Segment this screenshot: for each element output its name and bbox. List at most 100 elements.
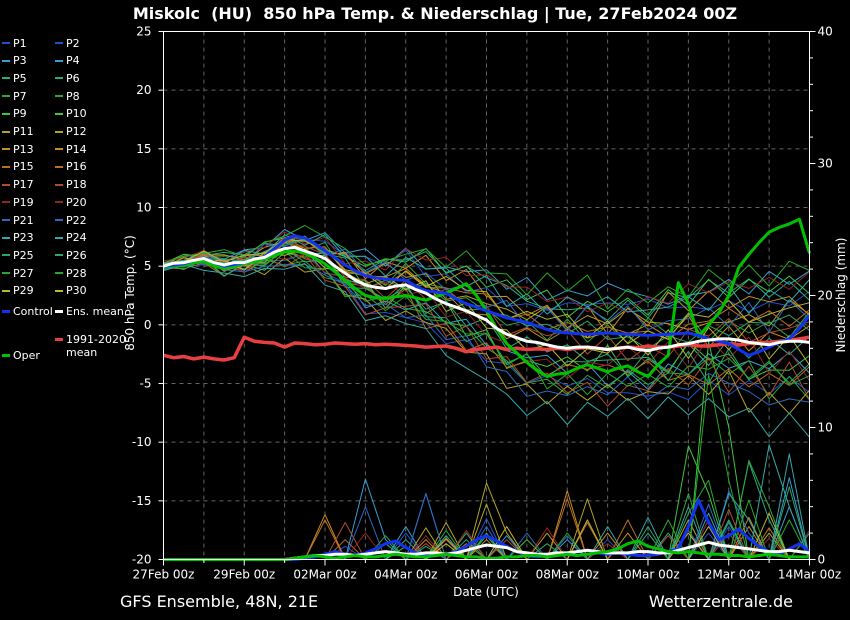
legend-item-P21: P21 (2, 214, 34, 227)
y-left-tick-label: 5 (144, 259, 152, 273)
legend-swatch (55, 183, 63, 186)
y-left-tick-label: -5 (140, 377, 152, 391)
legend-label: P11 (13, 125, 34, 138)
legend-swatch (2, 254, 10, 257)
legend-item-P9: P9 (2, 107, 27, 120)
legend-swatch (55, 310, 63, 313)
legend-item-P30: P30 (55, 284, 87, 297)
legend-item-P12: P12 (55, 125, 87, 138)
member-temp-series-P11 (163, 235, 810, 330)
member-temp-series-P28 (163, 225, 810, 310)
legend-item-P19: P19 (2, 196, 34, 209)
x-tick-label: 06Mar 00z (455, 568, 518, 582)
member-temp-series-P30 (163, 238, 810, 345)
y-right-tick-label: 40 (818, 25, 833, 39)
legend-label: P23 (13, 231, 34, 245)
legend-item-P11: P11 (2, 125, 34, 138)
legend-label: P12 (66, 125, 87, 138)
legend-swatch (2, 42, 10, 44)
legend-label: Ens. mean (66, 305, 124, 318)
legend-label: P19 (13, 195, 34, 209)
legend-label: P29 (13, 284, 34, 298)
y-left-tick-label: 20 (136, 83, 151, 97)
y-left-tick-label: -10 (132, 435, 152, 449)
legend-swatch (2, 130, 10, 133)
y-left-tick-label: 0 (144, 318, 152, 332)
legend-label: P3 (13, 54, 27, 68)
x-tick-label: 29Feb 00z (213, 568, 275, 582)
y-axis-label-right: Niederschlag (mm) (834, 237, 848, 353)
member-temp-series-P10 (163, 252, 810, 380)
legend-item-P5: P5 (2, 72, 27, 85)
legend-label: P10 (66, 107, 87, 121)
legend: P1 P3 P5 P7 P9 P11 P13 P15 P17 P19 P21 P23 P25 P27 P29… (0, 0, 150, 400)
legend-swatch (2, 289, 10, 292)
legend-item-P13: P13 (2, 143, 34, 156)
member-temp-series-P27 (163, 250, 810, 396)
legend-item-Oper: Oper (2, 349, 40, 362)
footer-model-info: GFS Ensemble, 48N, 21E (120, 592, 319, 611)
legend-swatch (55, 59, 63, 62)
legend-label: P28 (66, 266, 87, 280)
legend-label: P6 (66, 71, 80, 85)
legend-swatch (2, 272, 10, 275)
member-temp-series-P22 (163, 236, 810, 333)
legend-item-P4: P4 (55, 54, 80, 67)
legend-swatch (55, 130, 63, 133)
legend-label: P14 (66, 142, 87, 156)
legend-swatch (55, 112, 63, 115)
legend-item-P1: P1 (2, 37, 27, 50)
legend-item-P17: P17 (2, 178, 34, 191)
legend-item-P28: P28 (55, 267, 87, 280)
ens-mean-temp-series (163, 245, 810, 353)
legend-swatch (55, 165, 63, 168)
x-tick-label: 02Mar 00z (293, 568, 356, 582)
chart-title: Miskolc (HU) 850 hPa Temp. & Niederschla… (132, 4, 738, 23)
legend-item-P7: P7 (2, 90, 27, 103)
legend-swatch (2, 310, 10, 313)
member-temp-series-P6 (163, 239, 810, 321)
legend-swatch (2, 236, 10, 239)
legend-item-P15: P15 (2, 160, 34, 173)
legend-swatch (2, 183, 10, 186)
legend-swatch (2, 148, 10, 151)
climate-mean-series (163, 335, 810, 362)
legend-item-Ens-mean: Ens. mean (55, 305, 124, 318)
legend-label: P13 (13, 142, 34, 156)
member-temp-series-P21 (163, 262, 810, 406)
legend-item-P20: P20 (55, 196, 87, 209)
member-temp-series-P23 (163, 263, 810, 438)
legend-label: P18 (66, 178, 87, 192)
legend-label: P9 (13, 107, 27, 121)
legend-item-P14: P14 (55, 143, 87, 156)
legend-label: Control (13, 305, 53, 318)
legend-label: P26 (66, 248, 87, 262)
y-right-tick-label: 30 (818, 157, 833, 171)
legend-label: P15 (13, 160, 34, 174)
legend-label: P21 (13, 213, 34, 227)
legend-item-P29: P29 (2, 284, 34, 297)
legend-item-P22: P22 (55, 214, 87, 227)
legend-swatch (2, 112, 10, 115)
legend-item-P10: P10 (55, 107, 87, 120)
x-tick-label: 04Mar 00z (374, 568, 437, 582)
legend-label: P1 (13, 36, 27, 50)
legend-swatch (2, 77, 10, 80)
legend-swatch (55, 236, 63, 239)
legend-item-P25: P25 (2, 249, 34, 262)
legend-label: P22 (66, 213, 87, 227)
y-left-tick-label: -20 (132, 553, 152, 567)
legend-item-P24: P24 (55, 231, 87, 244)
legend-swatch (55, 219, 63, 221)
member-temp-series-P12 (163, 257, 810, 415)
footer-site-name: Wetterzentrale.de (648, 592, 793, 611)
legend-item-P16: P16 (55, 160, 87, 173)
legend-item-P27: P27 (2, 267, 34, 280)
legend-label: P17 (13, 178, 34, 192)
legend-item-Control: Control (2, 305, 53, 318)
legend-label: P5 (13, 71, 27, 85)
legend-label: P8 (66, 89, 80, 103)
x-tick-label: 10Mar 00z (616, 568, 679, 582)
member-temp-series-P20 (163, 231, 810, 313)
